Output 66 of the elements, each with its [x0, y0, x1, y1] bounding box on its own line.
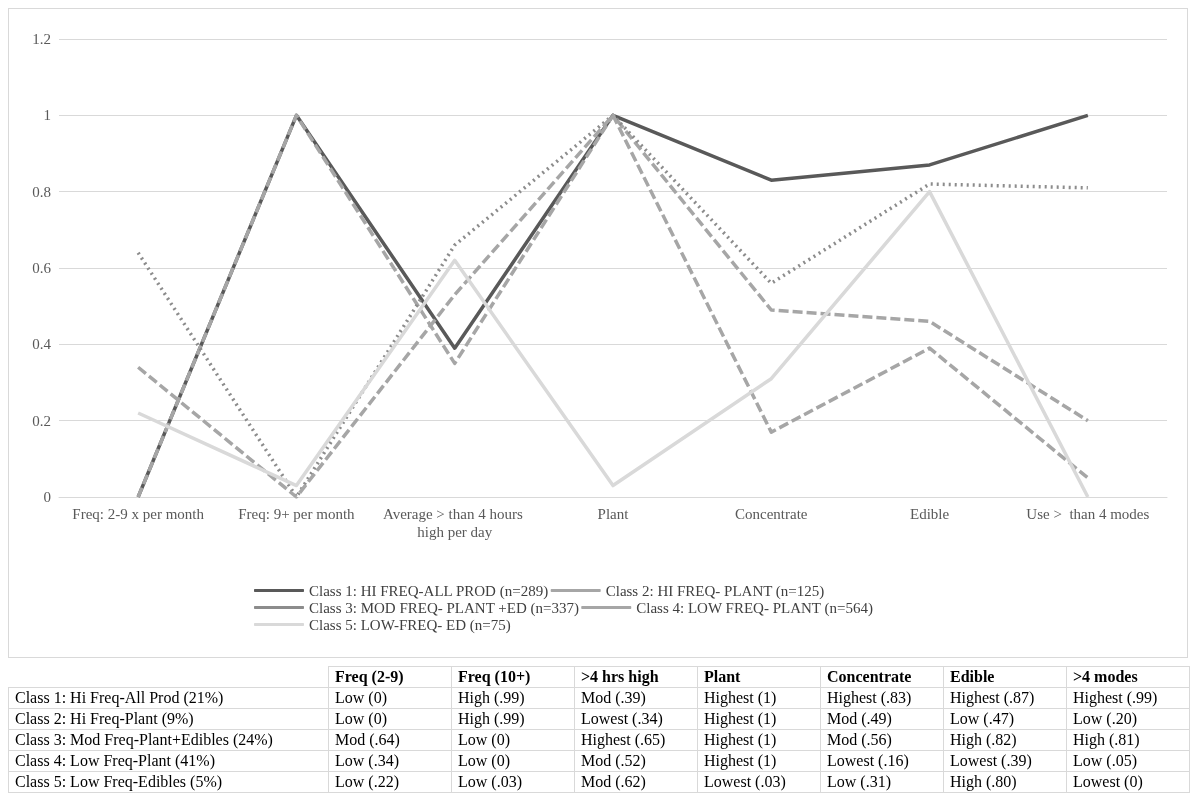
legend-label: Class 5: LOW-FREQ- ED (n=75): [309, 616, 511, 634]
text: Lowest (.03): [704, 773, 786, 790]
text: Lowest (.39): [950, 752, 1032, 769]
text: High (.82): [950, 731, 1017, 748]
category-label: Concentrate: [820, 666, 944, 688]
text: Highest (.83): [827, 689, 912, 706]
text: Mod (.56): [827, 731, 892, 748]
text: High (.99): [458, 689, 525, 706]
text: Mod (.64): [335, 731, 400, 748]
y-tick-label: 1: [43, 107, 51, 124]
x-tick-label: Use > than 4 modes: [1026, 506, 1150, 522]
category-label: Class 4: Low Freq-Plant (41%): [15, 752, 215, 769]
text: Highest (1): [704, 731, 777, 748]
text: Highest (1): [704, 710, 777, 727]
legend-label: Class 3: MOD FREQ- PLANT +ED (n=337): [309, 599, 579, 617]
y-tick-label: 0: [43, 489, 51, 505]
text: Lowest (.16): [827, 752, 909, 769]
x-tick-label: Freq: 9+ per month: [238, 506, 356, 522]
legend-label: Class 1: HI FREQ-ALL PROD (n=289): [309, 582, 549, 600]
text: Low (.34): [335, 752, 399, 769]
text: Lowest (.34): [581, 710, 663, 727]
text: Low (0): [335, 689, 387, 706]
text: High (.80): [950, 773, 1017, 790]
text: Low (.05): [1073, 752, 1137, 769]
y-tick-label: 0.2: [32, 412, 51, 429]
text: Highest (.87): [950, 689, 1035, 706]
x-tick-label: Concentrate: [735, 506, 808, 522]
x-tick-label: Plant: [597, 506, 630, 522]
category-label: Class 3: Mod Freq-Plant+Edibles (24%): [15, 731, 273, 748]
text: Low (.31): [827, 773, 891, 790]
legend-label: Class 4: LOW FREQ- PLANT (n=564): [636, 599, 873, 617]
category-label: Class 1: Hi Freq-All Prod (21%): [15, 689, 224, 706]
text: Mod (.39): [581, 689, 646, 706]
category-label: Freq (2-9): [328, 666, 452, 688]
text: Mod (.62): [581, 773, 646, 790]
text: Low (.20): [1073, 710, 1137, 727]
text: High (.99): [458, 710, 525, 727]
category-label: Edible: [943, 666, 1067, 688]
category-label: Class 5: Low Freq-Edibles (5%): [15, 773, 223, 790]
y-tick-label: 0.8: [32, 183, 51, 200]
text: Highest (1): [704, 752, 777, 769]
category-label: >4 modes: [1066, 666, 1190, 688]
text: Low (0): [335, 710, 387, 727]
text: Low (.22): [335, 773, 399, 790]
category-label: Plant: [697, 666, 821, 688]
x-tick-label: Freq: 2-9 x per month: [72, 506, 205, 522]
text: Low (.47): [950, 710, 1014, 727]
category-label: Freq (10+): [451, 666, 575, 688]
x-tick-label: Average > than 4 hours high per day: [382, 506, 527, 540]
y-tick-label: 1.2: [32, 31, 51, 47]
text: Low (0): [458, 731, 510, 748]
text: Low (0): [458, 752, 510, 769]
text: Highest (.65): [581, 731, 666, 748]
x-tick-label: Edible: [909, 506, 950, 522]
y-tick-label: 0.6: [32, 260, 52, 276]
text: Lowest (0): [1073, 773, 1143, 790]
legend-label: Class 2: HI FREQ- PLANT (n=125): [605, 582, 825, 600]
text: Mod (.52): [581, 752, 646, 769]
category-label: Class 2: Hi Freq-Plant (9%): [15, 710, 194, 727]
text: Highest (.99): [1073, 689, 1158, 706]
text: Highest (1): [704, 689, 777, 706]
text: Low (.03): [458, 773, 522, 790]
category-label: >4 hrs high: [574, 666, 698, 688]
text: High (.81): [1073, 731, 1140, 748]
y-tick-label: 0.4: [32, 336, 52, 353]
text: Mod (.49): [827, 710, 892, 727]
